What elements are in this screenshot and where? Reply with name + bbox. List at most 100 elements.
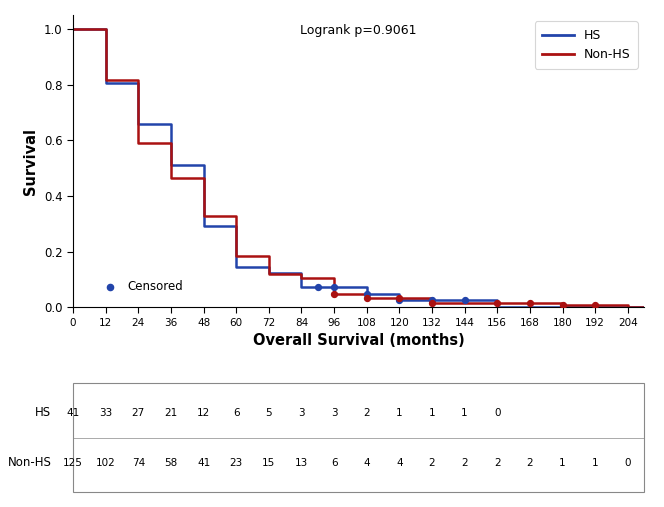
Text: 74: 74: [131, 457, 145, 467]
Text: 125: 125: [63, 457, 83, 467]
HS: [134, 80, 142, 86]
Non-HS: [69, 26, 77, 32]
Non-HS: [493, 300, 501, 306]
Point: [492, 299, 503, 307]
Point: [394, 294, 404, 302]
Text: 1: 1: [559, 457, 566, 467]
HS: [102, 80, 110, 86]
Text: 2: 2: [461, 457, 468, 467]
Point: [590, 301, 600, 309]
Text: 3: 3: [331, 408, 337, 418]
HS: [330, 284, 338, 290]
Non-HS: [395, 295, 403, 301]
HS: [493, 298, 501, 304]
Non-HS: [330, 291, 338, 297]
HS: [232, 223, 240, 229]
Text: Censored: Censored: [127, 280, 183, 293]
Non-HS: [265, 271, 273, 277]
HS: [167, 162, 175, 168]
Non-HS: [134, 77, 142, 83]
Non-HS: [363, 291, 371, 297]
HS: [232, 264, 240, 270]
Non-HS: [558, 300, 566, 306]
Text: 2: 2: [527, 457, 533, 467]
Text: HS: HS: [35, 406, 51, 419]
Text: 2: 2: [429, 457, 436, 467]
HS: [200, 162, 208, 168]
Text: 15: 15: [262, 457, 276, 467]
HS: [461, 298, 469, 304]
Text: 2: 2: [363, 408, 370, 418]
X-axis label: Overall Survival (months): Overall Survival (months): [253, 333, 464, 348]
Text: 102: 102: [96, 457, 116, 467]
Text: 4: 4: [396, 457, 402, 467]
Text: 3: 3: [298, 408, 305, 418]
Non-HS: [526, 300, 534, 306]
HS: [200, 223, 208, 229]
Text: 58: 58: [164, 457, 177, 467]
Point: [427, 299, 438, 307]
HS: [330, 284, 338, 290]
Point: [427, 297, 438, 305]
Non-HS: [134, 139, 142, 146]
HS: [395, 298, 403, 304]
Point: [329, 283, 339, 291]
Non-HS: [623, 304, 631, 310]
Non-HS: [591, 302, 599, 308]
Non-HS: [167, 175, 175, 181]
HS: [297, 270, 305, 276]
Non-HS: [200, 213, 208, 219]
HS: [265, 264, 273, 270]
Non-HS: [232, 253, 240, 259]
Non-HS: [200, 175, 208, 181]
Text: 41: 41: [66, 408, 80, 418]
HS: [640, 304, 648, 310]
Text: 4: 4: [363, 457, 370, 467]
HS: [102, 26, 110, 32]
HS: [134, 121, 142, 127]
Text: 33: 33: [99, 408, 112, 418]
Text: 12: 12: [197, 408, 210, 418]
HS: [265, 270, 273, 276]
Non-HS: [591, 302, 599, 308]
Non-HS: [493, 300, 501, 306]
Text: 13: 13: [295, 457, 308, 467]
Non-HS: [297, 271, 305, 277]
Text: 6: 6: [233, 408, 240, 418]
Text: 21: 21: [164, 408, 177, 418]
Text: Non-HS: Non-HS: [7, 456, 51, 469]
Point: [459, 297, 470, 305]
Non-HS: [330, 275, 338, 281]
Point: [557, 301, 568, 309]
Point: [68, 284, 78, 292]
HS: [493, 304, 501, 310]
HS: [428, 298, 436, 304]
Legend: HS, Non-HS: HS, Non-HS: [535, 21, 638, 69]
Non-HS: [102, 77, 110, 83]
Non-HS: [558, 302, 566, 308]
Text: 1: 1: [396, 408, 402, 418]
Y-axis label: Survival: Survival: [23, 128, 39, 195]
Non-HS: [623, 302, 631, 308]
FancyBboxPatch shape: [73, 383, 644, 492]
Non-HS: [297, 275, 305, 281]
Point: [525, 299, 535, 307]
Line: HS: HS: [73, 29, 644, 307]
Non-HS: [428, 300, 436, 306]
Non-HS: [363, 295, 371, 301]
Point: [313, 283, 323, 291]
Text: 27: 27: [131, 408, 145, 418]
Non-HS: [167, 139, 175, 146]
Non-HS: [232, 213, 240, 219]
Non-HS: [640, 304, 648, 310]
Text: 1: 1: [592, 457, 598, 467]
Non-HS: [526, 300, 534, 306]
HS: [428, 298, 436, 304]
Non-HS: [102, 26, 110, 32]
HS: [363, 291, 371, 297]
Point: [361, 294, 372, 302]
HS: [363, 284, 371, 290]
Text: 1: 1: [461, 408, 468, 418]
Text: 6: 6: [331, 457, 337, 467]
HS: [297, 284, 305, 290]
